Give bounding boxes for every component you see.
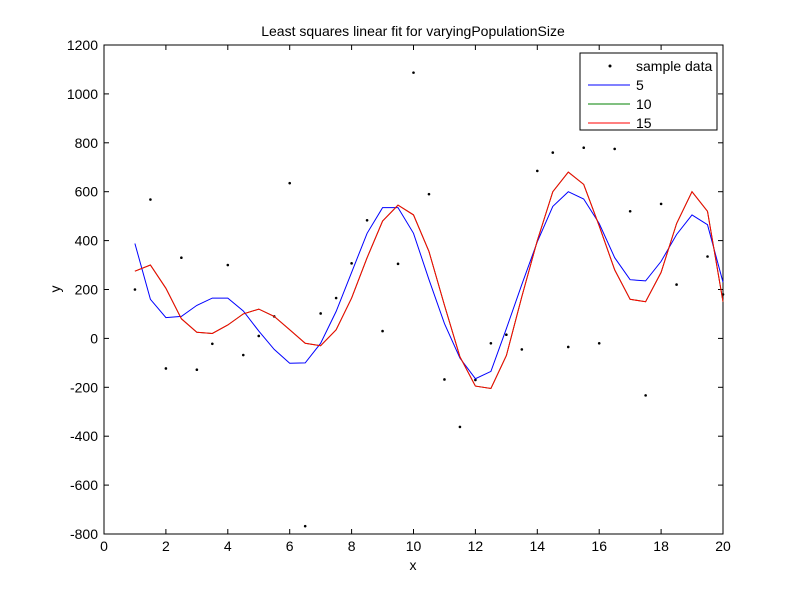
data-point	[319, 312, 322, 315]
x-tick-label: 2	[162, 538, 170, 554]
data-point	[226, 263, 230, 267]
data-point	[381, 329, 384, 333]
x-tick-label: 18	[653, 538, 669, 554]
data-point	[582, 146, 586, 149]
x-tick-label: 16	[591, 538, 607, 554]
data-point	[489, 341, 493, 345]
y-tick-label: 200	[75, 282, 99, 298]
data-point	[597, 341, 601, 345]
data-point	[520, 348, 524, 351]
y-tick-label: -600	[70, 477, 98, 493]
data-point	[180, 256, 183, 260]
data-point	[164, 367, 168, 370]
data-point	[257, 334, 261, 338]
data-point	[303, 524, 307, 528]
y-axis-label: y	[47, 286, 63, 293]
legend-label: sample data	[636, 58, 712, 74]
series-line-15	[134, 171, 724, 390]
legend-label: 10	[636, 96, 652, 112]
data-point	[536, 169, 539, 173]
data-point	[149, 198, 152, 201]
y-tick-label: 1200	[67, 37, 98, 53]
y-axis: -800 -600 -400 -200 0 200 400 600 800 1000 1200	[67, 37, 723, 542]
data-point	[628, 209, 632, 213]
legend-label: 15	[636, 115, 652, 131]
data-point	[675, 283, 678, 286]
series-line-5	[134, 191, 724, 380]
data-point	[427, 192, 431, 196]
data-point	[706, 255, 709, 258]
data-point	[365, 219, 369, 222]
y-tick-label: -400	[70, 428, 98, 444]
y-tick-label: 800	[75, 135, 99, 151]
y-tick-label: 1000	[67, 86, 98, 102]
x-tick-label: 10	[406, 538, 422, 554]
data-point	[644, 394, 647, 397]
data-point	[566, 345, 570, 349]
x-tick-label: 4	[224, 538, 232, 554]
legend-box	[579, 52, 718, 131]
series-layer	[133, 71, 725, 528]
data-point	[613, 147, 616, 151]
data-point	[241, 353, 245, 357]
data-point	[474, 378, 477, 382]
x-axis-label: x	[410, 557, 417, 573]
data-point	[133, 288, 137, 291]
x-tick-label: 0	[100, 538, 108, 554]
data-point	[334, 296, 338, 300]
y-tick-label: -200	[70, 379, 98, 395]
x-tick-label: 12	[468, 538, 484, 554]
chart-title: Least squares linear fit for varyingPopu…	[261, 23, 565, 39]
data-point	[551, 151, 555, 154]
data-point	[195, 368, 199, 371]
data-point	[396, 262, 400, 266]
data-point	[211, 342, 214, 346]
y-tick-label: 600	[75, 184, 99, 200]
data-point	[412, 71, 415, 74]
data-point	[458, 425, 462, 429]
legend-label: 5	[636, 77, 644, 93]
data-point	[288, 181, 292, 185]
x-tick-label: 8	[348, 538, 356, 554]
data-point	[350, 262, 353, 265]
y-tick-label: 400	[75, 233, 99, 249]
y-tick-label: -800	[70, 526, 98, 542]
x-tick-label: 6	[286, 538, 294, 554]
y-tick-label: 0	[90, 330, 98, 346]
legend: sample data 5 10 15	[579, 52, 718, 131]
x-tick-label: 20	[715, 538, 731, 554]
data-point	[443, 378, 446, 381]
x-tick-label: 14	[530, 538, 546, 554]
data-point	[659, 202, 663, 206]
legend-marker	[608, 64, 612, 68]
x-axis: 0 2 4 6 8 10 12 14 16 18 20	[100, 45, 731, 554]
data-point	[505, 333, 508, 337]
